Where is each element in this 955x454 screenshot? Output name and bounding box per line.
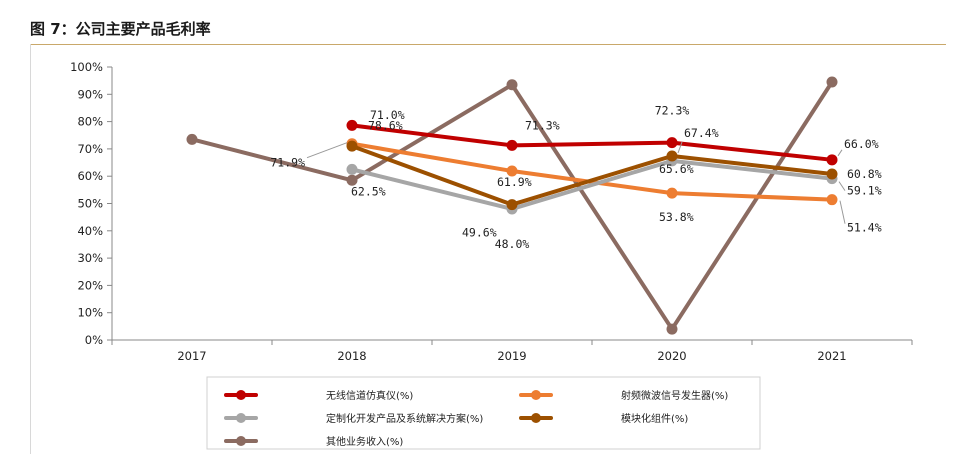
- data-label: 60.8%: [847, 167, 882, 181]
- y-tick-label: 80%: [77, 115, 103, 129]
- data-label: 61.9%: [497, 175, 532, 189]
- y-tick-label: 100%: [70, 60, 103, 74]
- data-label: 67.4%: [684, 126, 719, 140]
- chart-series: [186, 76, 838, 335]
- y-tick-label: 60%: [77, 169, 103, 183]
- data-label: 71.0%: [370, 108, 405, 122]
- label-leader-line: [837, 149, 843, 157]
- series-point: [506, 79, 518, 91]
- series-line: [350, 158, 834, 211]
- y-tick-label: 0%: [85, 333, 103, 347]
- data-label: 65.6%: [659, 162, 694, 176]
- series-point: [826, 168, 838, 180]
- series-point: [346, 174, 358, 186]
- title-divider: [30, 44, 946, 45]
- series-point: [666, 323, 678, 335]
- y-tick-label: 10%: [77, 306, 103, 320]
- y-tick-label: 50%: [77, 197, 103, 211]
- legend-swatch-marker: [236, 390, 246, 400]
- legend-swatch-marker: [531, 390, 541, 400]
- data-label: 78.6%: [368, 118, 403, 132]
- y-tick-label: 40%: [77, 224, 103, 238]
- data-label: 71.9%: [270, 156, 305, 170]
- left-border: [30, 44, 31, 454]
- series-point: [346, 119, 358, 131]
- series-point: [826, 76, 838, 88]
- chart-data-labels: 78.6% 71.3% 72.3% 66.0% 71.9% 61.9% 53.8% 51.4%…: [270, 104, 881, 251]
- legend-swatch-marker: [531, 413, 541, 423]
- legend-entry-label: 定制化开发产品及系统解决方案(%): [326, 412, 483, 425]
- legend-swatch-marker: [236, 413, 246, 423]
- series-point: [826, 154, 838, 166]
- x-tick-label: 2019: [497, 349, 526, 363]
- data-label: 62.5%: [351, 184, 386, 198]
- series-point: [506, 165, 518, 177]
- series-point: [666, 150, 678, 162]
- label-leader-line: [839, 200, 846, 224]
- y-tick-label: 30%: [77, 251, 103, 265]
- figure-title: 图 7：公司主要产品毛利率: [30, 20, 211, 38]
- x-tick-label: 2020: [657, 349, 686, 363]
- series-line: [350, 144, 834, 207]
- series-point: [666, 137, 678, 149]
- series-point: [666, 187, 678, 199]
- legend-entry-label: 射频微波信号发生器(%): [621, 389, 728, 402]
- data-label: 66.0%: [844, 137, 879, 151]
- data-label: 59.1%: [847, 184, 882, 198]
- series-point: [186, 133, 198, 145]
- label-leader-line: [306, 142, 348, 159]
- x-tick-label: 2021: [817, 349, 846, 363]
- chart-legend: 无线信道仿真仪(%) 射频微波信号发生器(%) 定制化开发产品及系统解决方案(%) 模…: [206, 376, 761, 450]
- legend-entry-label: 模块化组件(%): [621, 412, 688, 425]
- y-tick-label: 20%: [77, 278, 103, 292]
- legend-frame: [206, 376, 761, 450]
- label-leader-line: [677, 141, 683, 154]
- legend-entry-label: 其他业务收入(%): [326, 435, 403, 448]
- x-tick-label: 2018: [337, 349, 366, 363]
- data-label: 53.8%: [659, 210, 694, 224]
- data-label: 71.3%: [525, 118, 560, 132]
- series-point: [826, 194, 838, 206]
- data-label: 72.3%: [655, 104, 690, 118]
- legend-swatch-marker: [236, 436, 246, 446]
- y-tick-label: 70%: [77, 142, 103, 156]
- chart-axes: 0% 10% 20% 30% 40% 50% 60% 70% 80% 90% 100% 2017 201…: [70, 60, 913, 363]
- series-point: [346, 163, 358, 175]
- y-tick-label: 90%: [77, 87, 103, 101]
- series-point: [506, 139, 518, 151]
- data-label: 48.0%: [495, 237, 530, 251]
- label-leader-line: [838, 181, 846, 191]
- x-tick-label: 2017: [177, 349, 206, 363]
- data-label: 51.4%: [847, 221, 882, 235]
- series-line: [350, 123, 834, 162]
- series-point: [506, 199, 518, 211]
- legend-entry-label: 无线信道仿真仪(%): [326, 389, 413, 402]
- data-label: 49.6%: [462, 226, 497, 240]
- series-point: [346, 140, 358, 152]
